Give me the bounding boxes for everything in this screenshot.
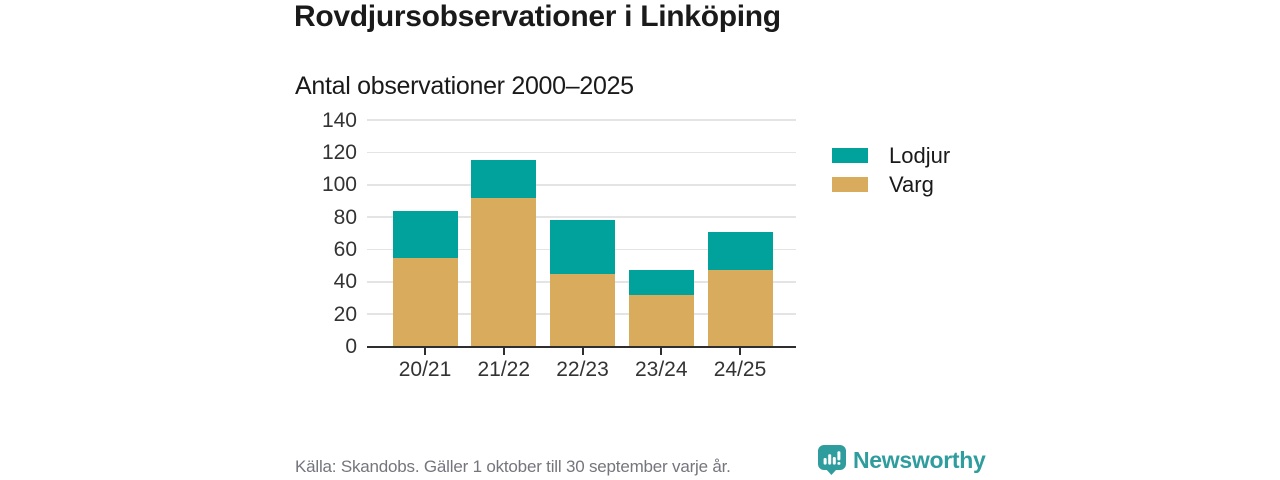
legend-swatch-lodjur — [832, 148, 868, 163]
bar-segment-lodjur — [471, 160, 537, 198]
source-caption: Källa: Skandobs. Gäller 1 oktober till 3… — [295, 457, 731, 476]
bar-segment-lodjur — [392, 210, 458, 258]
y-axis-tick-label: 80 — [333, 205, 357, 229]
x-axis-tick — [581, 348, 584, 355]
y-axis-tick-label: 120 — [321, 140, 357, 164]
x-axis-tick — [660, 348, 663, 355]
x-axis-tick-label: 20/21 — [398, 358, 452, 381]
chart-subtitle: Antal observationer 2000–2025 — [295, 72, 634, 100]
bar-segment-varg — [471, 197, 537, 347]
legend: Lodjur Varg — [832, 141, 950, 199]
gridline — [367, 216, 796, 218]
legend-swatch-varg — [832, 177, 868, 192]
bar-segment-varg — [628, 294, 694, 347]
page-title: Rovdjursobservationer i Linköping — [294, 0, 781, 33]
newsworthy-wordmark: Newsworthy — [853, 446, 986, 473]
bar-segment-varg — [707, 270, 773, 347]
x-axis-tick-label: 24/25 — [713, 358, 767, 381]
gridline — [367, 151, 796, 154]
bar-chart-speech-bubble-icon — [818, 445, 846, 475]
y-axis-tick-label: 100 — [321, 173, 357, 197]
y-axis-tick-label: 0 — [345, 335, 357, 358]
gridline — [367, 183, 796, 186]
gridline — [367, 119, 796, 121]
y-axis-tick-label: 40 — [333, 270, 357, 294]
x-axis-tick — [424, 348, 426, 355]
y-axis-tick-label: 60 — [333, 237, 357, 261]
bar-segment-varg — [392, 257, 458, 347]
y-axis-tick-label: 140 — [321, 108, 357, 132]
bar-segment-lodjur — [550, 220, 615, 274]
legend-label: Varg — [889, 171, 934, 197]
x-axis-tick — [739, 348, 741, 355]
bar-segment-lodjur — [707, 231, 773, 271]
legend-label: Lodjur — [889, 142, 951, 168]
x-axis-tick-label: 22/23 — [556, 358, 609, 381]
x-axis-tick-label: 21/22 — [477, 358, 531, 381]
bar-segment-varg — [550, 273, 615, 347]
newsworthy-brand: Newsworthy — [818, 445, 986, 475]
y-axis-tick-label: 20 — [333, 302, 357, 326]
legend-item-lodjur: Lodjur — [832, 141, 950, 170]
legend-item-varg: Varg — [832, 170, 950, 199]
x-axis-tick-label: 23/24 — [634, 358, 688, 381]
x-axis-tick — [502, 348, 505, 355]
x-axis-line — [367, 345, 796, 348]
bar-segment-lodjur — [628, 270, 694, 295]
